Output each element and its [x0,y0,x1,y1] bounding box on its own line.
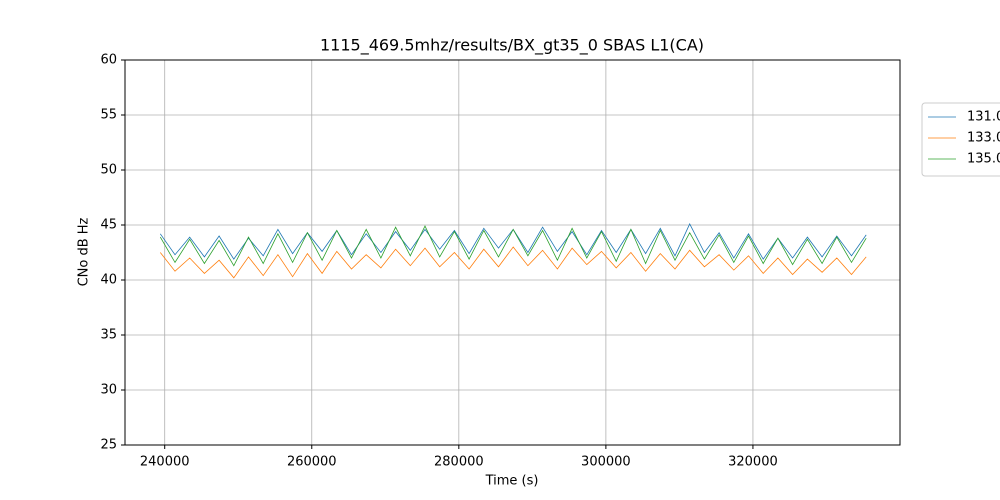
y-tick-label: 25 [100,438,117,453]
x-axis-label: Time (s) [485,474,539,489]
y-tick-label: 60 [100,53,117,68]
y-axis-label: CNo dB Hz [77,217,92,286]
series-line [159,225,867,267]
x-tick-label: 280000 [434,455,484,470]
x-tick-label: 320000 [728,455,778,470]
x-tick-label: 240000 [140,455,190,470]
y-tick-label: 40 [100,273,117,288]
chart-title: 1115_469.5mhz/results/BX_gt35_0 SBAS L1(… [320,36,704,56]
y-tick-label: 30 [100,383,117,398]
plot-frame [124,59,901,446]
x-tick-label: 300000 [581,455,631,470]
y-tick-label: 50 [100,163,117,178]
legend-label: 133.0 [967,131,1000,146]
y-tick-label: 45 [100,218,117,233]
y-tick-label: 35 [100,328,117,343]
y-tick-label: 55 [100,108,117,123]
legend-label: 135.0 [967,152,1000,167]
x-tick-label: 260000 [287,455,337,470]
series-line [159,246,867,279]
legend-box [921,102,1000,177]
legend-label: 131.0 [967,110,1000,125]
